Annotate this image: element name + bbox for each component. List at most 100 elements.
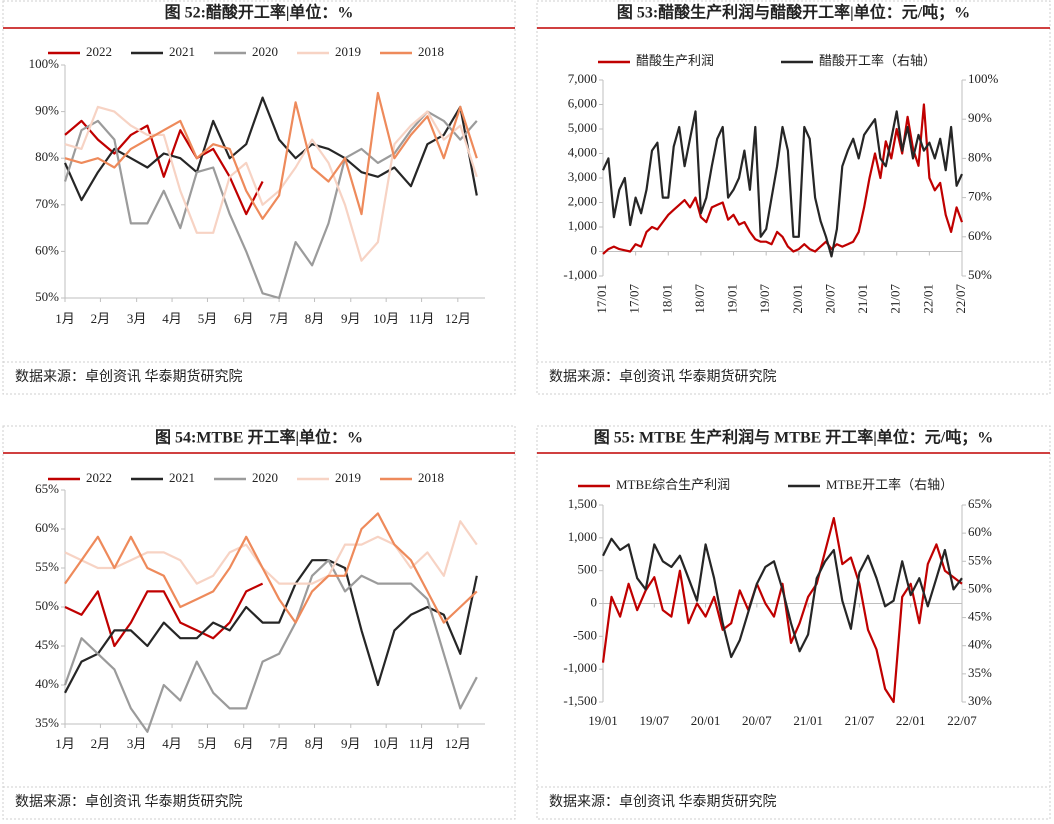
- y-tick-label: 80%: [35, 149, 59, 164]
- series-line: [63, 110, 478, 300]
- x-tick-label: 20/01: [790, 284, 805, 314]
- y2-tick-label: 35%: [968, 665, 992, 680]
- source-note: 数据来源：卓创资讯 华泰期货研究院: [15, 793, 243, 810]
- panel-title: 图 54:MTBE 开工率|单位：%: [155, 428, 363, 447]
- series-line: [64, 105, 478, 262]
- x-tick-label: 11月: [409, 311, 435, 326]
- x-tick-label: 7月: [269, 311, 289, 326]
- y-tick-label: 1,000: [568, 218, 597, 233]
- y-tick-label: 500: [578, 562, 598, 577]
- x-tick-label: 3月: [127, 311, 147, 326]
- x-tick-label: 1月: [55, 311, 75, 326]
- panel-title: 图 55: MTBE 生产利润与 MTBE 开工率|单位：元/吨；%: [594, 428, 994, 447]
- x-tick-label: 20/01: [691, 713, 721, 728]
- y-tick-label: 90%: [35, 103, 59, 118]
- legend-label: 2018: [418, 44, 444, 59]
- x-tick-label: 21/07: [845, 713, 875, 728]
- x-tick-label: 21/07: [888, 284, 903, 314]
- x-tick-label: 18/01: [659, 284, 674, 314]
- series-line: [601, 517, 963, 704]
- legend-label: 2019: [335, 44, 361, 59]
- x-tick-label: 18/07: [692, 284, 707, 314]
- legend-label: 2021: [169, 44, 195, 59]
- x-tick-label: 8月: [305, 736, 325, 751]
- y-tick-label: 0: [591, 242, 598, 257]
- panel-title: 图 53:醋酸生产利润与醋酸开工率|单位：元/吨；%: [617, 3, 970, 22]
- x-tick-label: 8月: [305, 311, 325, 326]
- y2-tick-label: 100%: [968, 71, 999, 86]
- y2-tick-label: 30%: [968, 693, 992, 708]
- panel-border: [536, 425, 1051, 820]
- source-note: 数据来源：卓创资讯 华泰期货研究院: [15, 368, 243, 385]
- series-line: [63, 559, 478, 733]
- x-tick-label: 2月: [91, 736, 111, 751]
- series-line: [64, 559, 478, 694]
- y-tick-label: 7,000: [568, 71, 597, 86]
- series-line: [602, 103, 964, 255]
- x-tick-label: 21/01: [855, 284, 870, 314]
- x-tick-label: 12月: [445, 736, 471, 751]
- x-tick-label: 7月: [269, 736, 289, 751]
- y-tick-label: 0: [591, 594, 598, 609]
- x-tick-label: 2月: [91, 311, 111, 326]
- y-tick-label: 5,000: [568, 120, 597, 135]
- legend-label: 醋酸生产利润: [636, 53, 714, 68]
- x-tick-label: 19/01: [725, 284, 740, 314]
- x-tick-label: 19/07: [639, 713, 669, 728]
- legend-label: 2020: [252, 44, 278, 59]
- y-tick-label: 55%: [35, 559, 59, 574]
- y2-tick-label: 55%: [968, 552, 992, 567]
- series-line: [602, 537, 963, 659]
- y-tick-label: 35%: [35, 715, 59, 730]
- y2-tick-label: 60%: [968, 524, 992, 539]
- legend-label: 2018: [418, 470, 444, 485]
- x-tick-label: 20/07: [822, 284, 837, 314]
- series-line: [64, 91, 478, 220]
- x-tick-label: 22/07: [947, 713, 977, 728]
- y-tick-label: 50%: [35, 598, 59, 613]
- source-note: 数据来源：卓创资讯 华泰期货研究院: [549, 793, 777, 810]
- y2-tick-label: 60%: [968, 228, 992, 243]
- y-tick-label: 60%: [35, 242, 59, 257]
- x-tick-label: 17/01: [594, 284, 609, 314]
- panel-border: [2, 425, 516, 820]
- x-tick-label: 5月: [198, 736, 218, 751]
- x-tick-label: 1月: [55, 736, 75, 751]
- y-tick-label: 70%: [35, 196, 59, 211]
- y2-tick-label: 50%: [968, 267, 992, 282]
- y2-tick-label: 90%: [968, 110, 992, 125]
- x-tick-label: 17/07: [627, 284, 642, 314]
- x-tick-label: 22/01: [896, 713, 926, 728]
- legend-label: 2020: [252, 470, 278, 485]
- legend-label: 2022: [86, 44, 112, 59]
- panel-border: [536, 0, 1051, 395]
- x-tick-label: 12月: [445, 311, 471, 326]
- panel-border: [2, 0, 516, 395]
- y-tick-label: 40%: [35, 676, 59, 691]
- x-tick-label: 21/01: [793, 713, 823, 728]
- x-tick-label: 10月: [373, 311, 399, 326]
- y2-tick-label: 80%: [968, 149, 992, 164]
- y-tick-label: 6,000: [568, 95, 597, 110]
- legend-label: 2021: [169, 470, 195, 485]
- x-tick-label: 6月: [234, 311, 254, 326]
- y2-tick-label: 40%: [968, 637, 992, 652]
- y-tick-label: 50%: [35, 289, 59, 304]
- y-tick-label: 1,500: [568, 496, 597, 511]
- y-tick-label: -500: [573, 627, 597, 642]
- y-tick-label: 1,000: [568, 529, 597, 544]
- y2-tick-label: 70%: [968, 189, 992, 204]
- x-tick-label: 3月: [127, 736, 147, 751]
- panel-title: 图 52:醋酸开工率|单位：%: [165, 3, 354, 22]
- x-tick-label: 10月: [373, 736, 399, 751]
- y-tick-label: 65%: [35, 481, 59, 496]
- y-tick-label: 2,000: [568, 193, 597, 208]
- x-tick-label: 6月: [234, 736, 254, 751]
- x-tick-label: 4月: [162, 736, 182, 751]
- y-tick-label: -1,000: [563, 660, 597, 675]
- x-tick-label: 4月: [162, 311, 182, 326]
- y-tick-label: -1,500: [563, 693, 597, 708]
- legend-label: MTBE开工率（右轴）: [826, 477, 953, 492]
- series-line: [64, 512, 478, 624]
